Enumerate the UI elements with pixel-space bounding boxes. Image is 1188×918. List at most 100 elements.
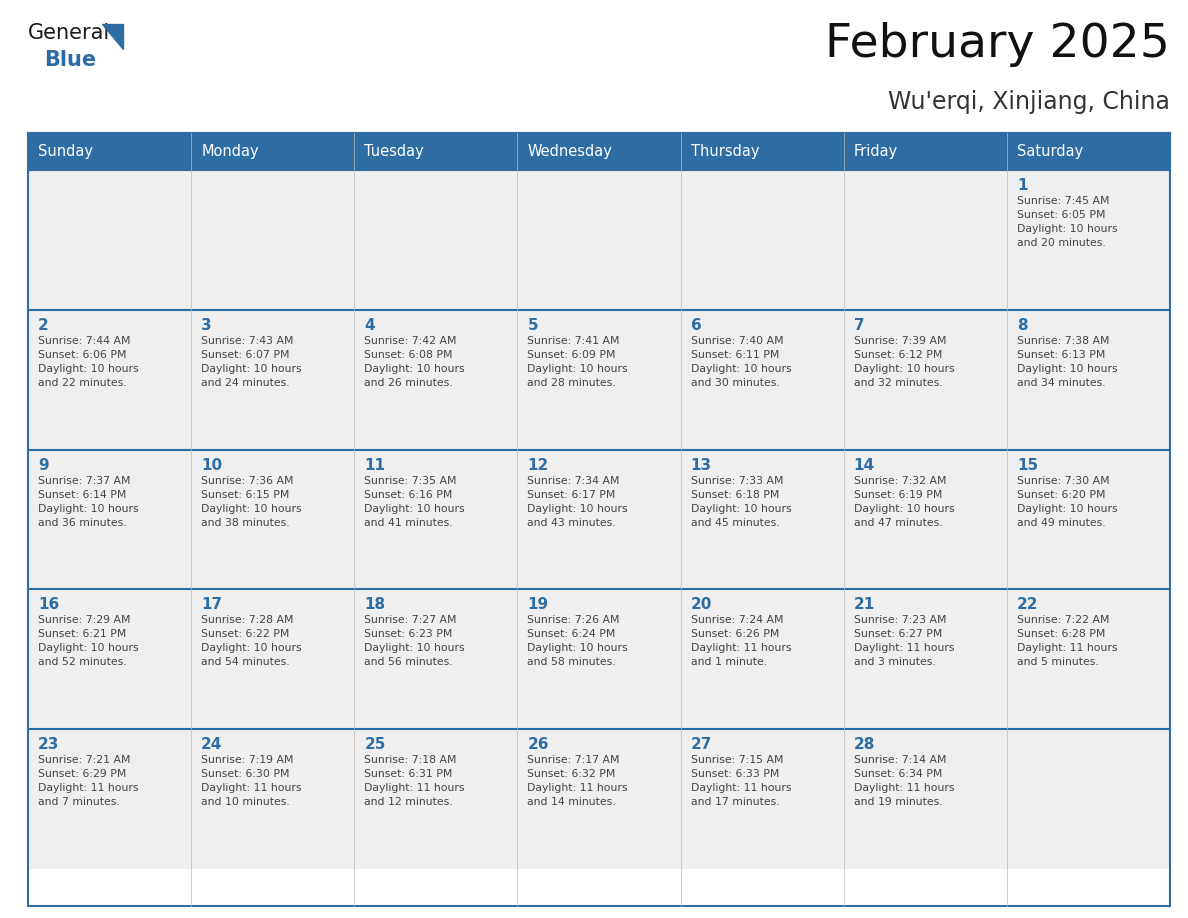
Text: 13: 13 bbox=[690, 457, 712, 473]
Text: 19: 19 bbox=[527, 598, 549, 612]
Text: 17: 17 bbox=[201, 598, 222, 612]
Text: 11: 11 bbox=[365, 457, 385, 473]
Bar bbox=[843, 309, 1007, 450]
Bar bbox=[681, 729, 843, 869]
Text: 10: 10 bbox=[201, 457, 222, 473]
Text: 7: 7 bbox=[854, 318, 865, 333]
Polygon shape bbox=[102, 24, 124, 49]
Bar bbox=[1007, 450, 1170, 589]
Text: Sunrise: 7:42 AM
Sunset: 6:08 PM
Daylight: 10 hours
and 26 minutes.: Sunrise: 7:42 AM Sunset: 6:08 PM Dayligh… bbox=[365, 336, 465, 387]
Text: Sunrise: 7:45 AM
Sunset: 6:05 PM
Daylight: 10 hours
and 20 minutes.: Sunrise: 7:45 AM Sunset: 6:05 PM Dayligh… bbox=[1017, 196, 1118, 248]
Text: Sunrise: 7:36 AM
Sunset: 6:15 PM
Daylight: 10 hours
and 38 minutes.: Sunrise: 7:36 AM Sunset: 6:15 PM Dayligh… bbox=[201, 476, 302, 528]
Bar bbox=[354, 170, 518, 309]
Bar bbox=[191, 133, 354, 170]
Text: Sunrise: 7:27 AM
Sunset: 6:23 PM
Daylight: 10 hours
and 56 minutes.: Sunrise: 7:27 AM Sunset: 6:23 PM Dayligh… bbox=[365, 615, 465, 667]
Bar bbox=[1007, 309, 1170, 450]
Text: 22: 22 bbox=[1017, 598, 1038, 612]
Text: Sunrise: 7:26 AM
Sunset: 6:24 PM
Daylight: 10 hours
and 58 minutes.: Sunrise: 7:26 AM Sunset: 6:24 PM Dayligh… bbox=[527, 615, 628, 667]
Text: 14: 14 bbox=[854, 457, 874, 473]
Bar bbox=[518, 589, 681, 729]
Bar bbox=[191, 309, 354, 450]
Text: 9: 9 bbox=[38, 457, 49, 473]
Text: 8: 8 bbox=[1017, 318, 1028, 333]
Bar bbox=[1007, 729, 1170, 869]
Bar bbox=[681, 133, 843, 170]
Bar bbox=[191, 589, 354, 729]
Bar bbox=[29, 589, 191, 729]
Text: 1: 1 bbox=[1017, 178, 1028, 193]
Bar bbox=[29, 729, 191, 869]
Text: Sunrise: 7:19 AM
Sunset: 6:30 PM
Daylight: 11 hours
and 10 minutes.: Sunrise: 7:19 AM Sunset: 6:30 PM Dayligh… bbox=[201, 756, 302, 807]
Text: 12: 12 bbox=[527, 457, 549, 473]
Bar bbox=[354, 589, 518, 729]
Text: Thursday: Thursday bbox=[690, 144, 759, 159]
Bar bbox=[518, 170, 681, 309]
Bar bbox=[191, 450, 354, 589]
Bar bbox=[843, 729, 1007, 869]
Bar bbox=[29, 450, 191, 589]
Bar bbox=[681, 589, 843, 729]
Text: Monday: Monday bbox=[201, 144, 259, 159]
Text: 4: 4 bbox=[365, 318, 375, 333]
Text: 18: 18 bbox=[365, 598, 385, 612]
Text: Sunrise: 7:40 AM
Sunset: 6:11 PM
Daylight: 10 hours
and 30 minutes.: Sunrise: 7:40 AM Sunset: 6:11 PM Dayligh… bbox=[690, 336, 791, 387]
Bar bbox=[681, 170, 843, 309]
Bar bbox=[518, 309, 681, 450]
Text: 3: 3 bbox=[201, 318, 211, 333]
Bar bbox=[29, 170, 191, 309]
Text: 6: 6 bbox=[690, 318, 701, 333]
Text: Sunrise: 7:37 AM
Sunset: 6:14 PM
Daylight: 10 hours
and 36 minutes.: Sunrise: 7:37 AM Sunset: 6:14 PM Dayligh… bbox=[38, 476, 139, 528]
Text: 24: 24 bbox=[201, 737, 222, 752]
Bar bbox=[191, 729, 354, 869]
Text: Sunrise: 7:29 AM
Sunset: 6:21 PM
Daylight: 10 hours
and 52 minutes.: Sunrise: 7:29 AM Sunset: 6:21 PM Dayligh… bbox=[38, 615, 139, 667]
Text: Sunrise: 7:15 AM
Sunset: 6:33 PM
Daylight: 11 hours
and 17 minutes.: Sunrise: 7:15 AM Sunset: 6:33 PM Dayligh… bbox=[690, 756, 791, 807]
Text: Saturday: Saturday bbox=[1017, 144, 1083, 159]
Bar bbox=[843, 589, 1007, 729]
Text: 2: 2 bbox=[38, 318, 49, 333]
Bar bbox=[354, 729, 518, 869]
Text: Friday: Friday bbox=[854, 144, 898, 159]
Text: Sunrise: 7:38 AM
Sunset: 6:13 PM
Daylight: 10 hours
and 34 minutes.: Sunrise: 7:38 AM Sunset: 6:13 PM Dayligh… bbox=[1017, 336, 1118, 387]
Text: 26: 26 bbox=[527, 737, 549, 752]
Bar bbox=[1007, 133, 1170, 170]
Text: Sunrise: 7:34 AM
Sunset: 6:17 PM
Daylight: 10 hours
and 43 minutes.: Sunrise: 7:34 AM Sunset: 6:17 PM Dayligh… bbox=[527, 476, 628, 528]
Bar bbox=[843, 133, 1007, 170]
Bar bbox=[354, 133, 518, 170]
Text: Tuesday: Tuesday bbox=[365, 144, 424, 159]
Text: 25: 25 bbox=[365, 737, 386, 752]
Bar bbox=[681, 309, 843, 450]
Text: Sunrise: 7:21 AM
Sunset: 6:29 PM
Daylight: 11 hours
and 7 minutes.: Sunrise: 7:21 AM Sunset: 6:29 PM Dayligh… bbox=[38, 756, 139, 807]
Text: Sunrise: 7:32 AM
Sunset: 6:19 PM
Daylight: 10 hours
and 47 minutes.: Sunrise: 7:32 AM Sunset: 6:19 PM Dayligh… bbox=[854, 476, 954, 528]
Bar bbox=[843, 170, 1007, 309]
Text: 23: 23 bbox=[38, 737, 59, 752]
Bar bbox=[843, 450, 1007, 589]
Bar bbox=[29, 133, 191, 170]
Text: General: General bbox=[29, 23, 110, 43]
Bar bbox=[518, 729, 681, 869]
Bar bbox=[191, 170, 354, 309]
Text: Sunrise: 7:41 AM
Sunset: 6:09 PM
Daylight: 10 hours
and 28 minutes.: Sunrise: 7:41 AM Sunset: 6:09 PM Dayligh… bbox=[527, 336, 628, 387]
Text: Sunrise: 7:43 AM
Sunset: 6:07 PM
Daylight: 10 hours
and 24 minutes.: Sunrise: 7:43 AM Sunset: 6:07 PM Dayligh… bbox=[201, 336, 302, 387]
Text: 5: 5 bbox=[527, 318, 538, 333]
Bar bbox=[681, 450, 843, 589]
Text: Sunrise: 7:18 AM
Sunset: 6:31 PM
Daylight: 11 hours
and 12 minutes.: Sunrise: 7:18 AM Sunset: 6:31 PM Dayligh… bbox=[365, 756, 465, 807]
Text: Sunrise: 7:17 AM
Sunset: 6:32 PM
Daylight: 11 hours
and 14 minutes.: Sunrise: 7:17 AM Sunset: 6:32 PM Dayligh… bbox=[527, 756, 628, 807]
Text: Sunrise: 7:22 AM
Sunset: 6:28 PM
Daylight: 11 hours
and 5 minutes.: Sunrise: 7:22 AM Sunset: 6:28 PM Dayligh… bbox=[1017, 615, 1118, 667]
Text: 28: 28 bbox=[854, 737, 876, 752]
Text: 21: 21 bbox=[854, 598, 876, 612]
Bar bbox=[1007, 589, 1170, 729]
Bar bbox=[518, 133, 681, 170]
Text: 15: 15 bbox=[1017, 457, 1038, 473]
Text: Sunday: Sunday bbox=[38, 144, 93, 159]
Text: 16: 16 bbox=[38, 598, 59, 612]
Bar bbox=[1007, 170, 1170, 309]
Text: Sunrise: 7:39 AM
Sunset: 6:12 PM
Daylight: 10 hours
and 32 minutes.: Sunrise: 7:39 AM Sunset: 6:12 PM Dayligh… bbox=[854, 336, 954, 387]
Text: Sunrise: 7:44 AM
Sunset: 6:06 PM
Daylight: 10 hours
and 22 minutes.: Sunrise: 7:44 AM Sunset: 6:06 PM Dayligh… bbox=[38, 336, 139, 387]
Bar bbox=[29, 309, 191, 450]
Text: Sunrise: 7:30 AM
Sunset: 6:20 PM
Daylight: 10 hours
and 49 minutes.: Sunrise: 7:30 AM Sunset: 6:20 PM Dayligh… bbox=[1017, 476, 1118, 528]
Text: 20: 20 bbox=[690, 598, 712, 612]
Text: Wu'erqi, Xinjiang, China: Wu'erqi, Xinjiang, China bbox=[889, 90, 1170, 114]
Text: Sunrise: 7:28 AM
Sunset: 6:22 PM
Daylight: 10 hours
and 54 minutes.: Sunrise: 7:28 AM Sunset: 6:22 PM Dayligh… bbox=[201, 615, 302, 667]
Text: Wednesday: Wednesday bbox=[527, 144, 612, 159]
Text: Sunrise: 7:14 AM
Sunset: 6:34 PM
Daylight: 11 hours
and 19 minutes.: Sunrise: 7:14 AM Sunset: 6:34 PM Dayligh… bbox=[854, 756, 954, 807]
